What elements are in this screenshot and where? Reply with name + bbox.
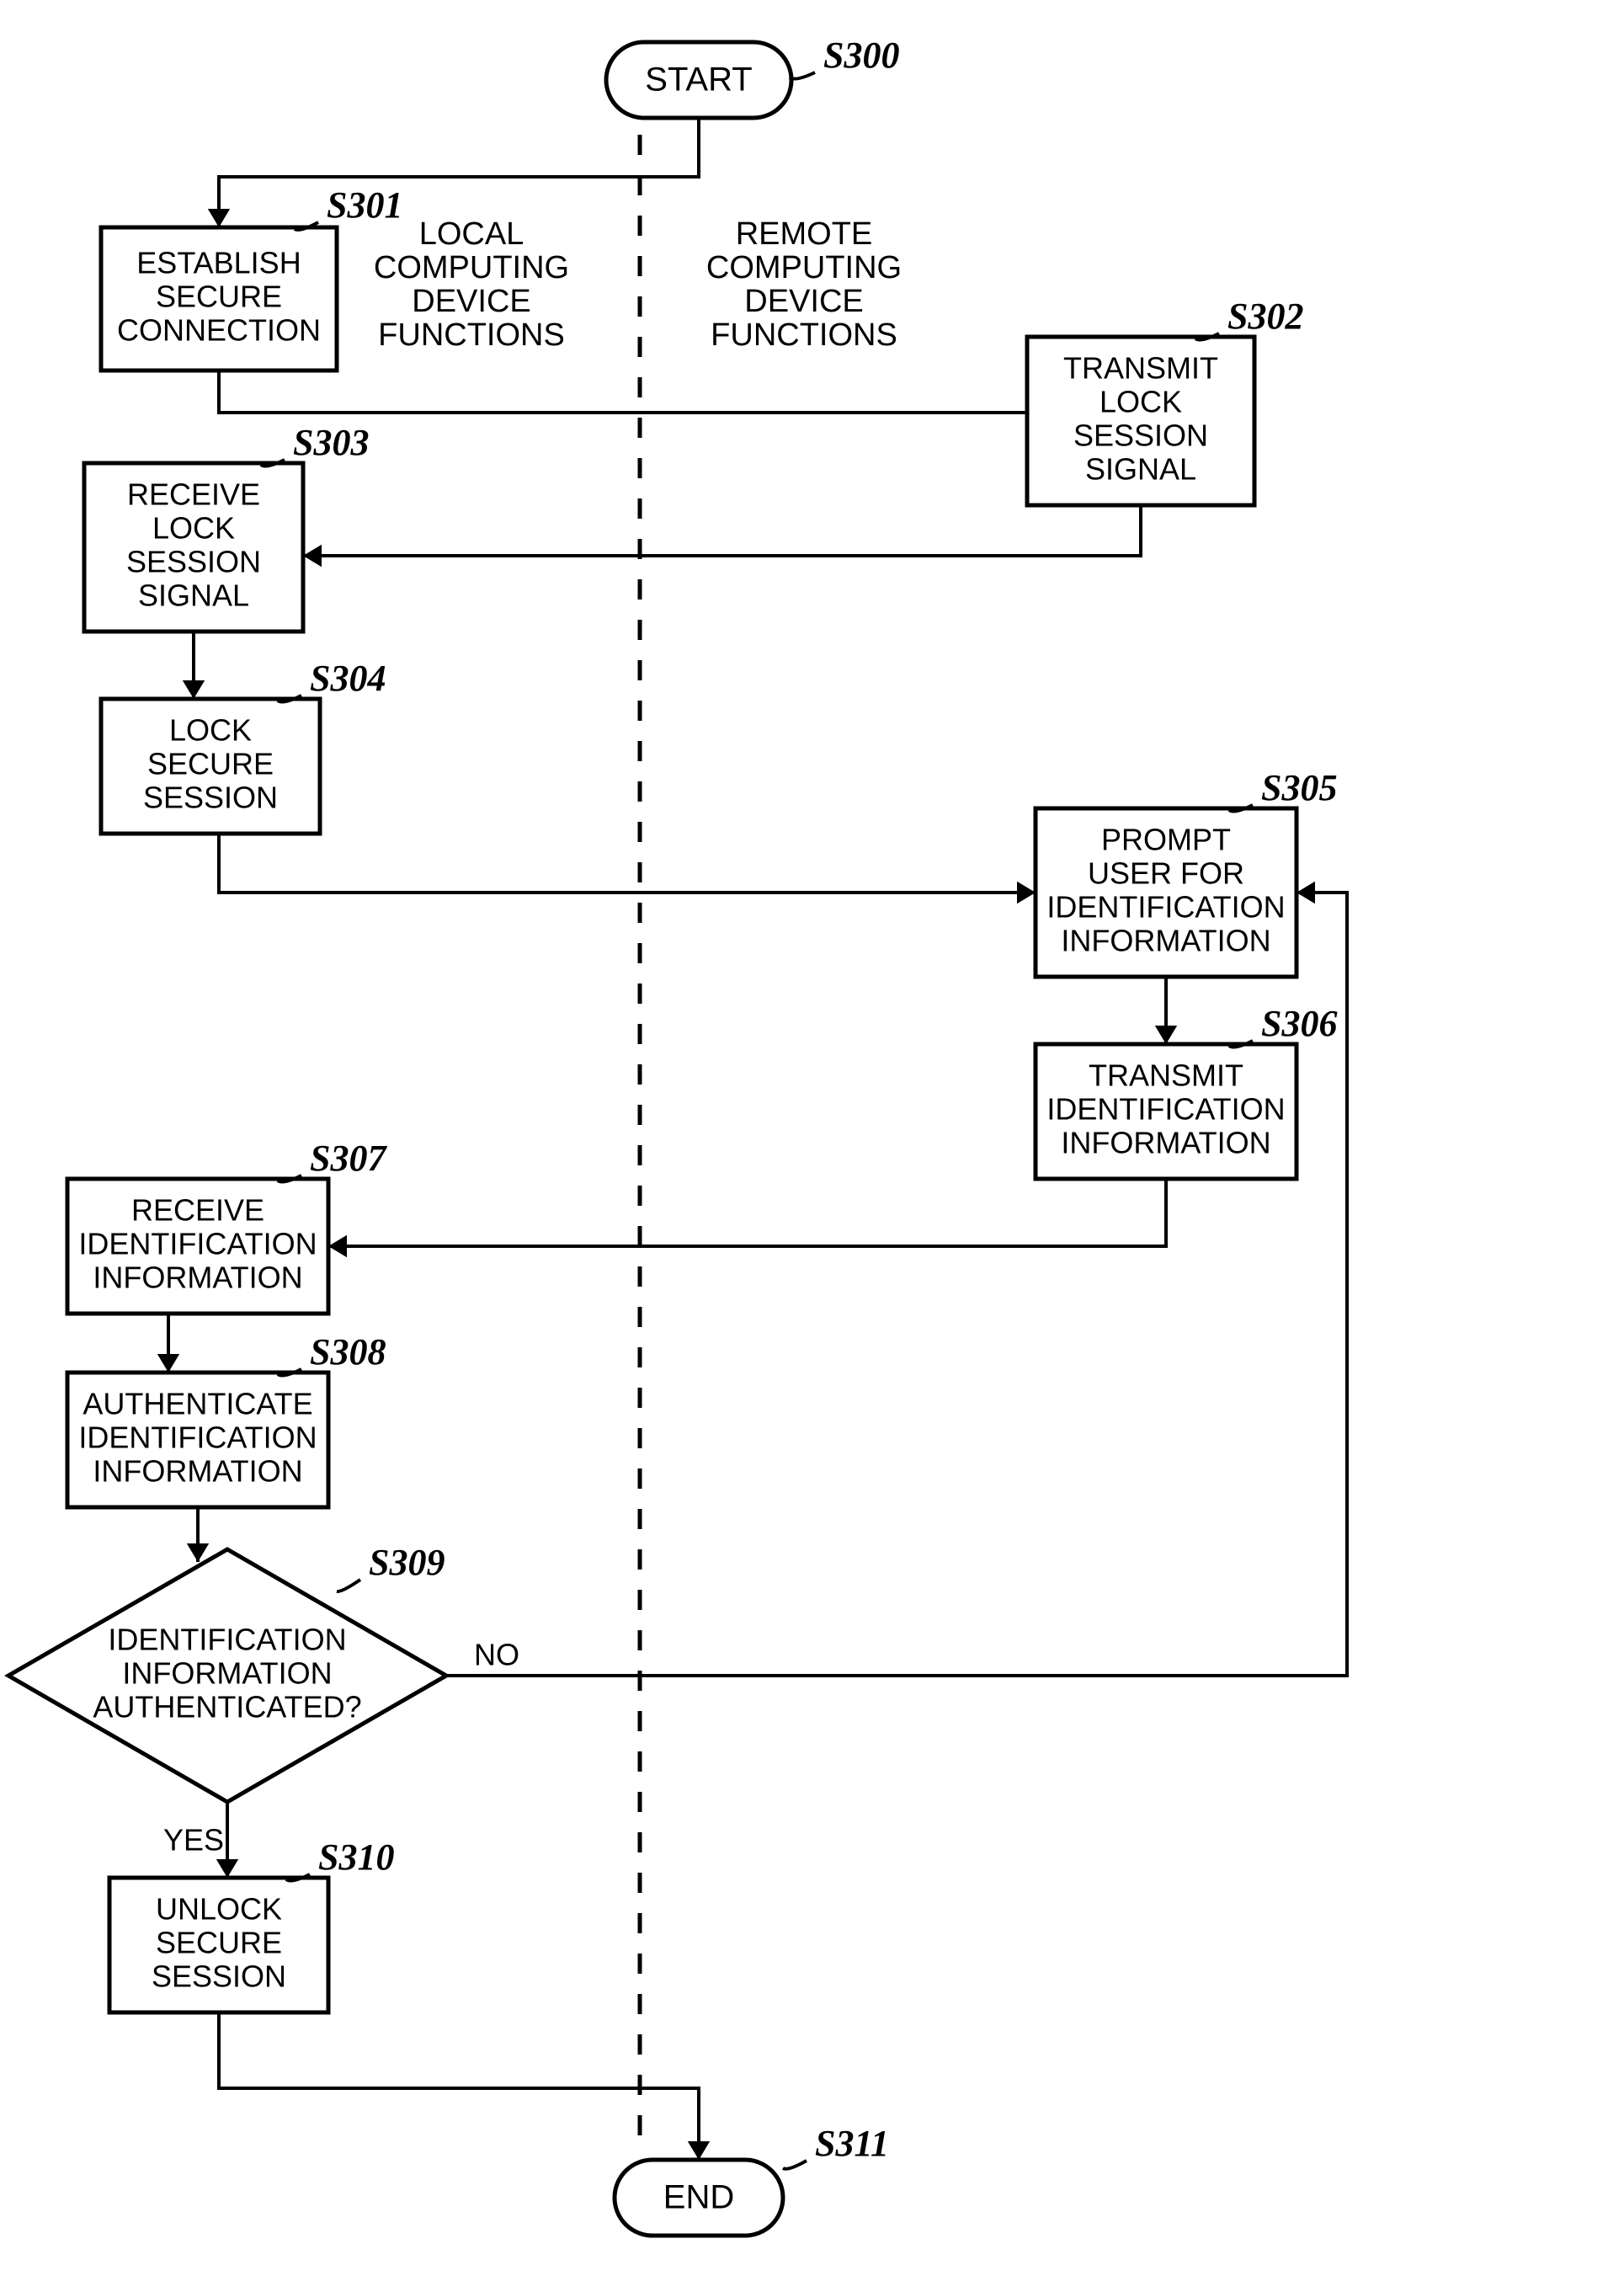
arrowhead xyxy=(328,1235,347,1257)
decision-s309-label: IDENTIFICATION xyxy=(108,1623,346,1657)
edge-label: NO xyxy=(474,1638,519,1672)
process-box-s302-label: SIGNAL xyxy=(1085,452,1196,487)
ref-label-s302: S302 xyxy=(1227,296,1303,337)
decision-s309-label: INFORMATION xyxy=(122,1656,332,1691)
arrowhead xyxy=(187,1543,209,1562)
ref-label-s304: S304 xyxy=(310,658,386,699)
column-header-right: FUNCTIONS xyxy=(711,317,897,353)
column-header-right: REMOTE xyxy=(736,216,873,252)
process-box-s310-label: SECURE xyxy=(156,1926,282,1960)
process-box-s301-label: CONNECTION xyxy=(117,313,321,348)
arrowhead xyxy=(157,1354,179,1373)
process-box-s306-label: IDENTIFICATION xyxy=(1046,1092,1285,1127)
flow-edge xyxy=(219,2012,699,2160)
ref-tick-s300 xyxy=(790,72,815,79)
process-box-s302-label: SESSION xyxy=(1073,418,1208,453)
process-box-s304-label: SECURE xyxy=(147,747,274,781)
flow-edge xyxy=(328,1179,1166,1246)
process-box-s303-label: SIGNAL xyxy=(138,578,249,613)
start-terminal-label: START xyxy=(645,61,752,99)
column-header-right: DEVICE xyxy=(744,284,863,319)
process-box-s308-label: AUTHENTICATE xyxy=(83,1387,312,1421)
arrowhead xyxy=(1155,1026,1177,1044)
ref-label-s303: S303 xyxy=(293,422,369,463)
process-box-s304-label: SESSION xyxy=(143,781,278,815)
process-box-s308-label: IDENTIFICATION xyxy=(78,1421,317,1455)
arrowhead xyxy=(688,2141,710,2160)
ref-label-s306: S306 xyxy=(1261,1003,1337,1044)
decision-s309-label: AUTHENTICATED? xyxy=(93,1690,361,1724)
flowchart-canvas: NOYESLOCALCOMPUTINGDEVICEFUNCTIONSREMOTE… xyxy=(0,0,1624,2276)
ref-label-s310: S310 xyxy=(318,1836,394,1878)
process-box-s306-label: INFORMATION xyxy=(1061,1126,1270,1160)
process-box-s305-label: PROMPT xyxy=(1101,823,1231,857)
process-box-s304-label: LOCK xyxy=(169,713,252,748)
process-box-s302-label: LOCK xyxy=(1100,385,1182,419)
arrowhead xyxy=(183,680,205,699)
edge-label: YES xyxy=(163,1823,224,1858)
column-header-right: COMPUTING xyxy=(706,250,902,285)
flow-edge xyxy=(219,834,1036,893)
process-box-s302-label: TRANSMIT xyxy=(1063,351,1218,386)
process-box-s307-label: RECEIVE xyxy=(131,1193,264,1228)
process-box-s307-label: IDENTIFICATION xyxy=(78,1227,317,1261)
ref-tick-s311 xyxy=(783,2161,807,2169)
process-box-s308-label: INFORMATION xyxy=(93,1454,302,1489)
flow-edge xyxy=(219,337,1141,413)
process-box-s307-label: INFORMATION xyxy=(93,1261,302,1295)
ref-label-s305: S305 xyxy=(1261,767,1337,808)
arrowhead xyxy=(1017,882,1036,903)
process-box-s305-label: INFORMATION xyxy=(1061,924,1270,958)
process-box-s306-label: TRANSMIT xyxy=(1089,1058,1243,1093)
column-header-left: LOCAL xyxy=(419,216,524,252)
arrowhead xyxy=(216,1859,238,1878)
process-box-s301-label: SECURE xyxy=(156,280,282,314)
flow-edge xyxy=(446,893,1347,1676)
process-box-s301-label: ESTABLISH xyxy=(136,246,301,280)
process-box-s303-label: RECEIVE xyxy=(127,477,260,512)
ref-label-s300: S300 xyxy=(823,35,899,76)
ref-label-s301: S301 xyxy=(327,184,402,226)
process-box-s305-label: USER FOR xyxy=(1088,856,1244,891)
end-terminal-label: END xyxy=(663,2179,734,2216)
arrowhead xyxy=(1297,882,1315,903)
column-header-left: COMPUTING xyxy=(374,250,569,285)
column-header-left: DEVICE xyxy=(412,284,530,319)
arrowhead xyxy=(208,209,230,227)
flowchart-svg: NOYESLOCALCOMPUTINGDEVICEFUNCTIONSREMOTE… xyxy=(0,0,1624,2276)
ref-tick-s309 xyxy=(337,1580,360,1591)
flow-edge xyxy=(219,118,699,227)
flow-edge xyxy=(303,505,1141,556)
process-box-s305-label: IDENTIFICATION xyxy=(1046,890,1285,925)
ref-label-s309: S309 xyxy=(369,1542,445,1583)
column-header-left: FUNCTIONS xyxy=(378,317,565,353)
ref-label-s311: S311 xyxy=(815,2123,889,2164)
ref-label-s308: S308 xyxy=(310,1331,386,1373)
process-box-s303-label: SESSION xyxy=(126,545,261,579)
ref-label-s307: S307 xyxy=(310,1138,387,1179)
arrowhead xyxy=(303,545,322,567)
process-box-s310-label: UNLOCK xyxy=(156,1892,282,1927)
process-box-s303-label: LOCK xyxy=(152,511,235,546)
process-box-s310-label: SESSION xyxy=(152,1959,286,1994)
